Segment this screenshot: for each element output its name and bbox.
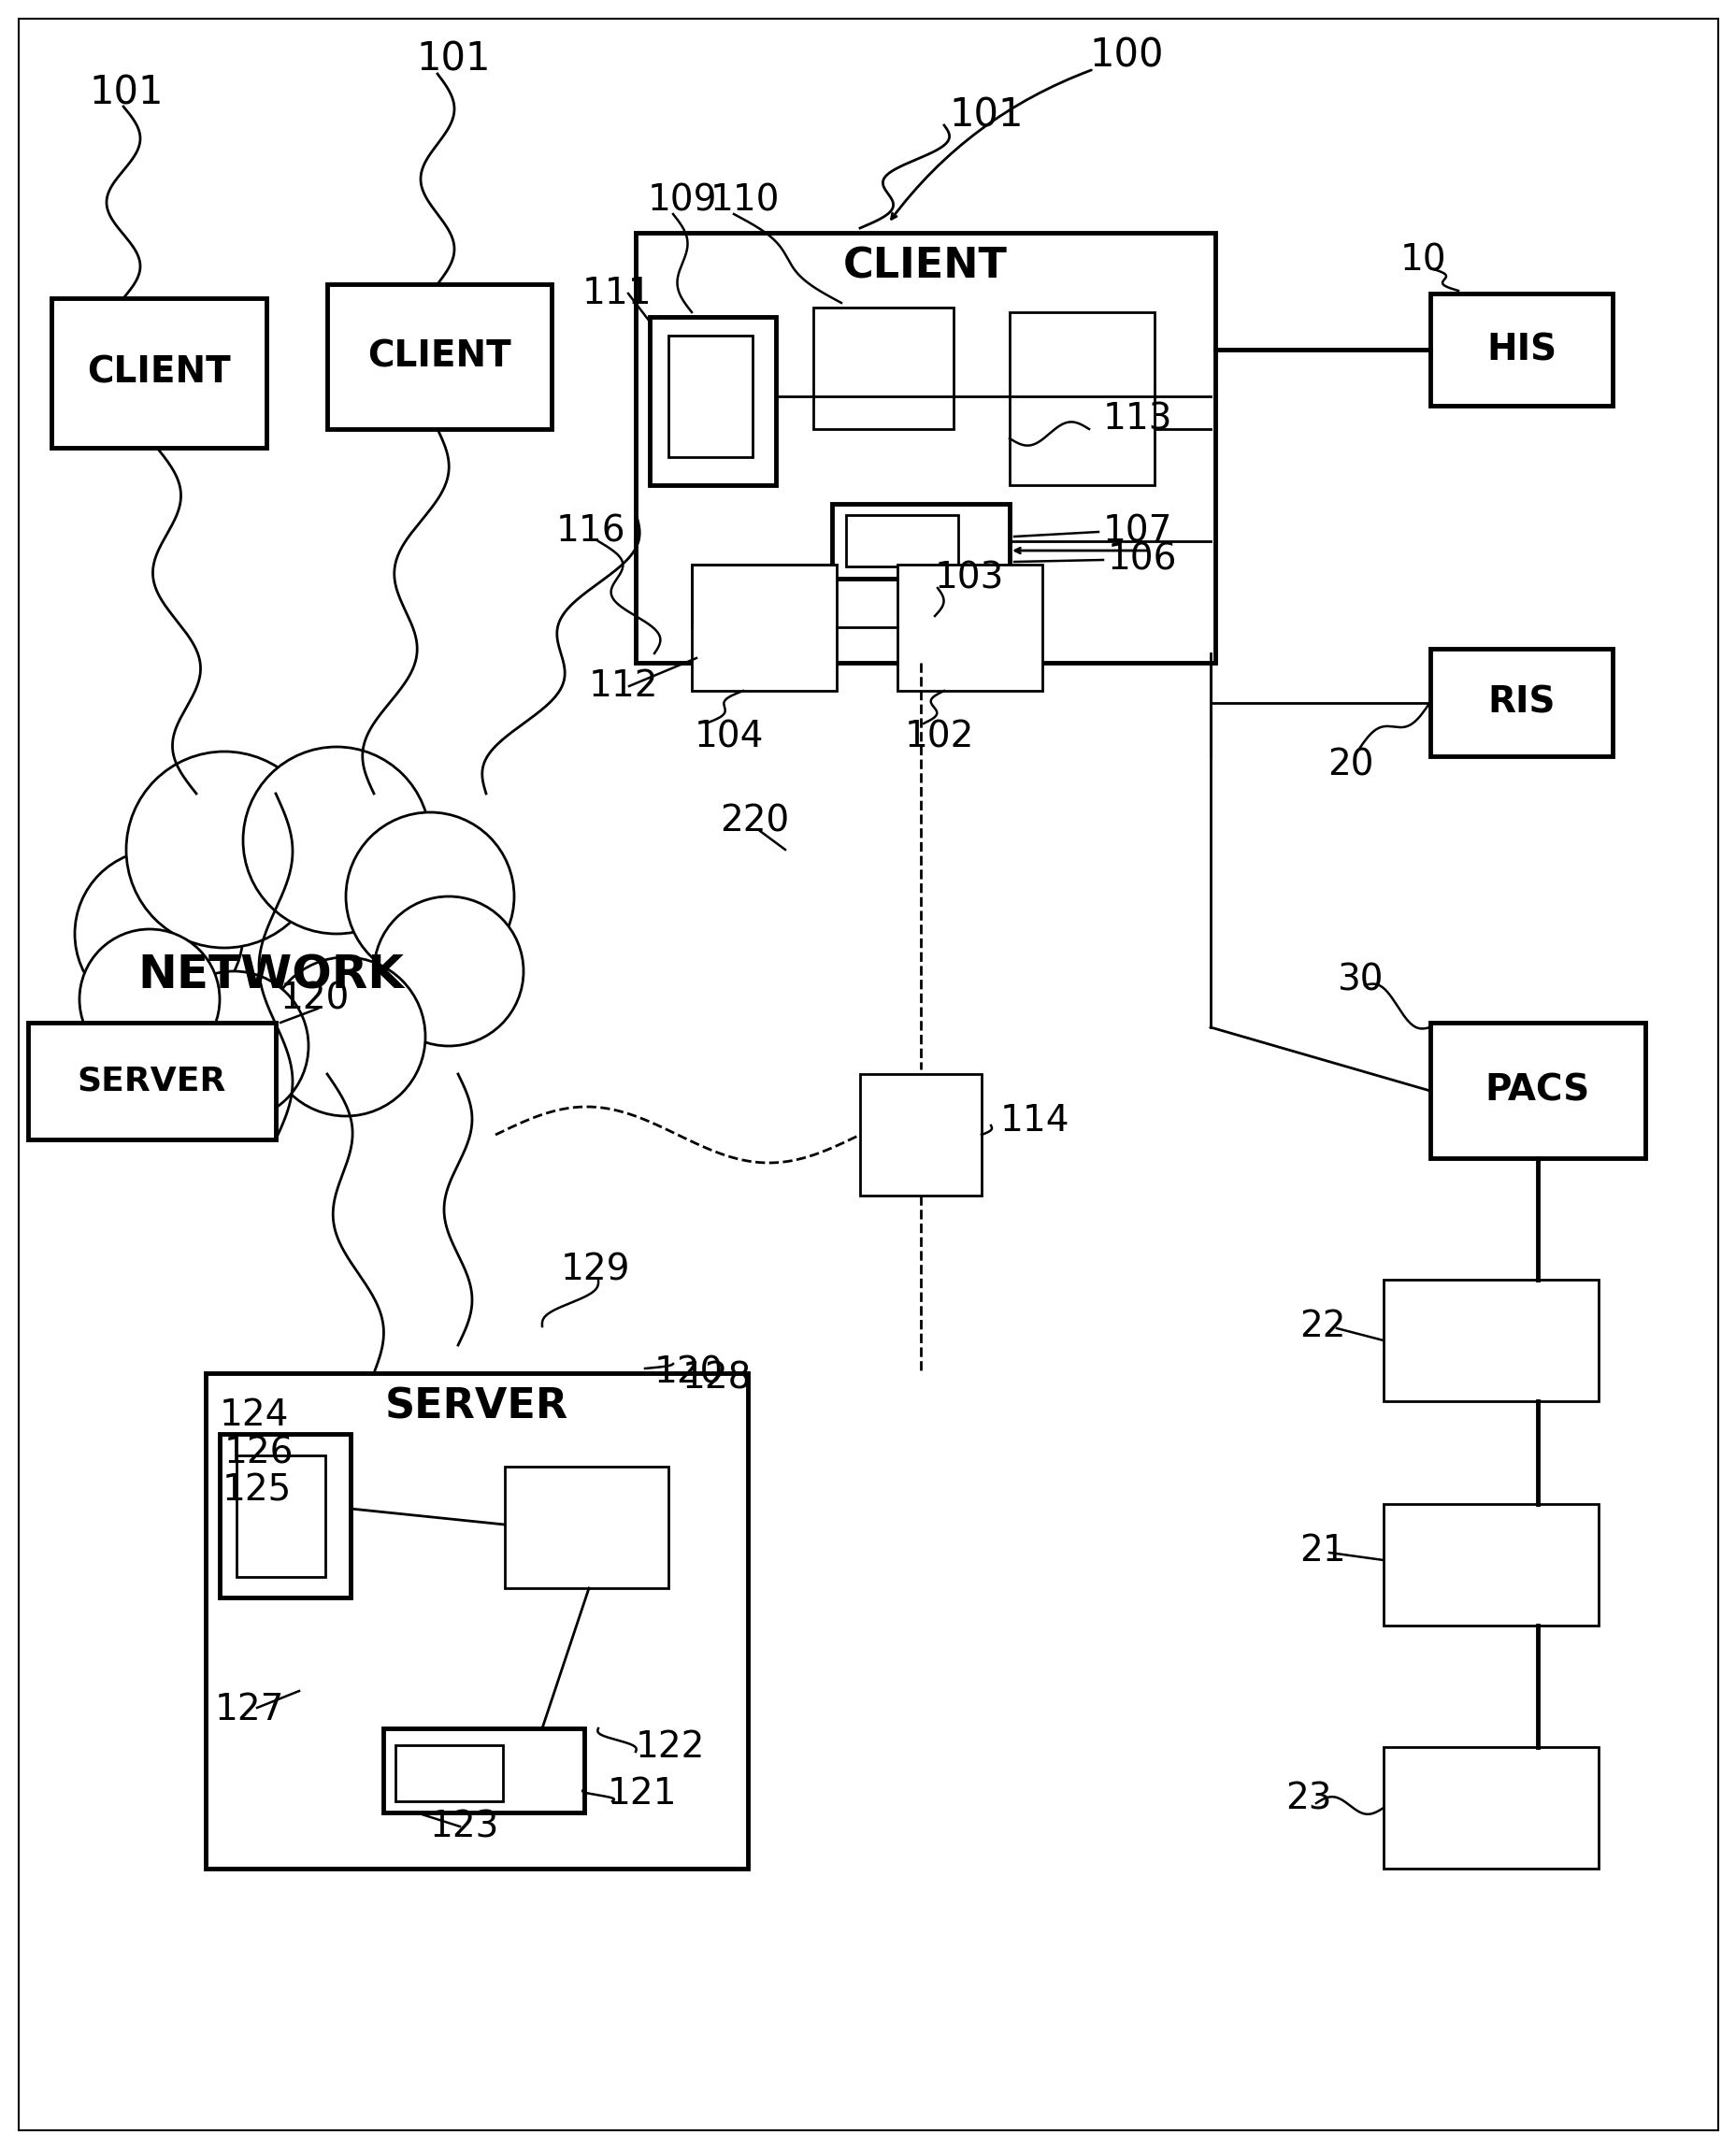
Circle shape <box>266 956 425 1115</box>
Circle shape <box>80 928 219 1070</box>
Text: 220: 220 <box>719 804 788 840</box>
Text: CLIENT: CLIENT <box>87 355 231 391</box>
Bar <box>845 516 958 567</box>
Text: 123: 123 <box>431 1809 500 1844</box>
Text: CLIENT: CLIENT <box>844 247 1007 288</box>
Bar <box>1384 1504 1597 1625</box>
Circle shape <box>127 752 323 948</box>
Bar <box>1384 1279 1597 1401</box>
Text: 129: 129 <box>561 1253 630 1287</box>
Bar <box>691 565 837 690</box>
Text: 112: 112 <box>589 668 658 705</box>
Bar <box>1429 1023 1644 1158</box>
Text: 103: 103 <box>934 561 1003 597</box>
Bar <box>668 335 752 458</box>
Text: 30: 30 <box>1337 963 1382 999</box>
Text: SERVER: SERVER <box>78 1066 226 1096</box>
Text: 107: 107 <box>1102 514 1172 550</box>
Circle shape <box>345 812 514 980</box>
Text: HIS: HIS <box>1486 331 1555 367</box>
Text: 128: 128 <box>682 1360 752 1395</box>
Bar <box>384 1728 583 1812</box>
Text: 23: 23 <box>1285 1782 1332 1816</box>
Circle shape <box>243 748 431 935</box>
Bar <box>898 565 1042 690</box>
Text: PACS: PACS <box>1484 1072 1590 1109</box>
Text: CLIENT: CLIENT <box>368 340 510 374</box>
Bar <box>396 1745 503 1801</box>
Bar <box>1429 649 1611 756</box>
Text: 113: 113 <box>1102 402 1172 438</box>
Bar <box>205 1373 748 1870</box>
Text: 122: 122 <box>635 1730 705 1764</box>
Text: 101: 101 <box>89 73 163 112</box>
Bar <box>649 316 776 486</box>
Text: 126: 126 <box>224 1436 293 1470</box>
Bar <box>52 299 266 447</box>
Text: 110: 110 <box>710 183 779 217</box>
Circle shape <box>158 971 309 1122</box>
Bar <box>1429 294 1611 406</box>
Bar <box>635 232 1215 662</box>
Text: RIS: RIS <box>1486 686 1554 720</box>
Bar <box>236 1455 325 1577</box>
Text: 120: 120 <box>279 982 349 1016</box>
Bar <box>859 1074 981 1195</box>
Text: 21: 21 <box>1299 1532 1345 1569</box>
Bar <box>326 284 552 430</box>
Text: 104: 104 <box>694 720 764 754</box>
Text: 111: 111 <box>582 275 651 312</box>
Bar <box>505 1466 668 1588</box>
Text: 114: 114 <box>1000 1102 1069 1139</box>
Text: 10: 10 <box>1399 243 1446 279</box>
Text: 124: 124 <box>219 1397 290 1433</box>
Bar <box>1384 1747 1597 1870</box>
Bar <box>812 307 953 430</box>
Bar <box>28 1023 276 1139</box>
Text: 121: 121 <box>608 1775 677 1812</box>
Text: 116: 116 <box>556 514 625 550</box>
Circle shape <box>373 896 523 1047</box>
Bar <box>219 1433 351 1597</box>
Text: 102: 102 <box>904 720 974 754</box>
Text: 22: 22 <box>1299 1309 1345 1343</box>
Text: 100: 100 <box>1088 37 1163 75</box>
Text: 120: 120 <box>654 1356 724 1390</box>
Text: 109: 109 <box>648 183 717 217</box>
Text: 101: 101 <box>948 97 1023 135</box>
Text: 125: 125 <box>222 1472 292 1509</box>
Circle shape <box>75 849 243 1019</box>
Text: 101: 101 <box>417 41 490 80</box>
Bar <box>1009 312 1154 486</box>
Text: SERVER: SERVER <box>385 1386 568 1427</box>
Text: 106: 106 <box>1108 542 1177 578</box>
Text: 20: 20 <box>1326 748 1373 784</box>
Bar <box>832 503 1009 578</box>
Text: 127: 127 <box>215 1691 285 1728</box>
Text: NETWORK: NETWORK <box>137 954 404 999</box>
